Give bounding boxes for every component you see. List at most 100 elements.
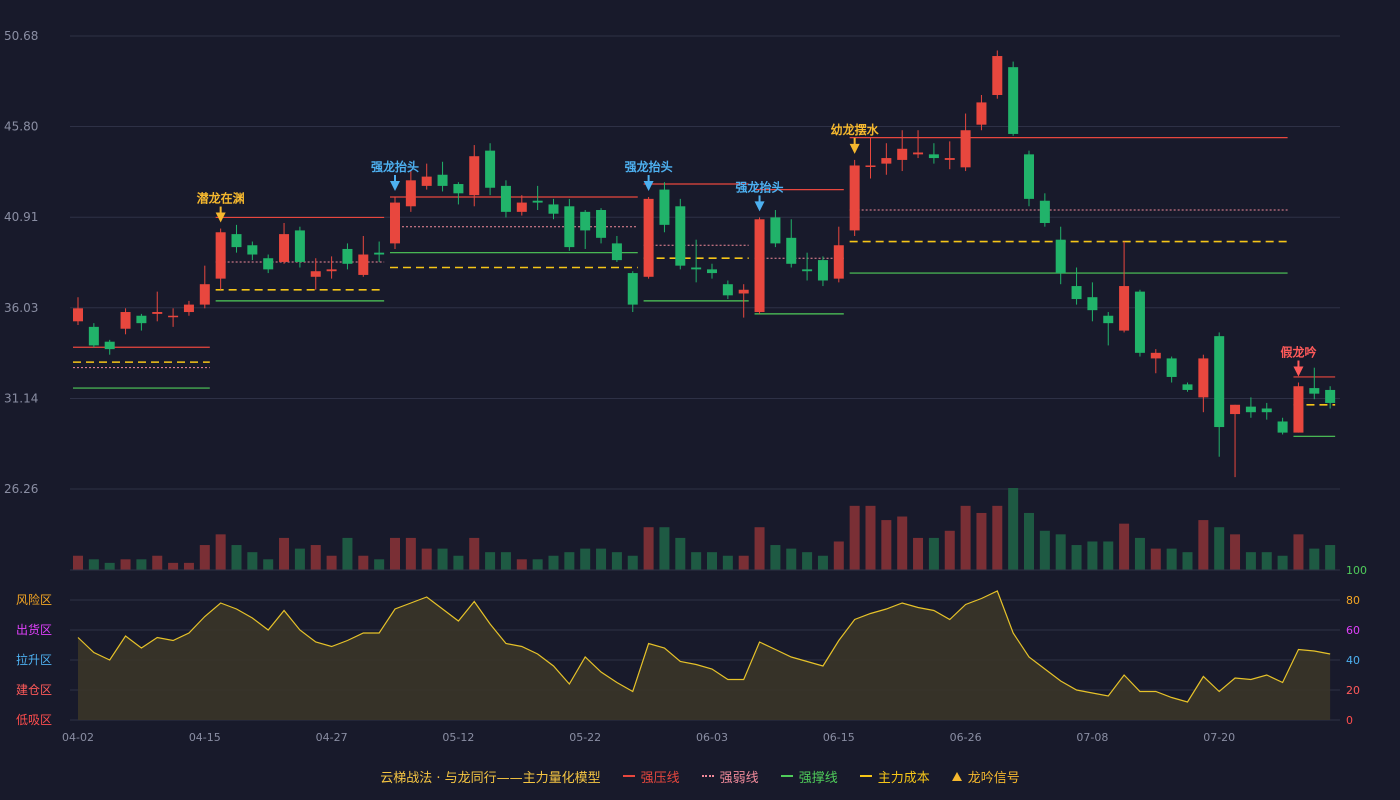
candle-body bbox=[849, 165, 860, 231]
candle-body bbox=[1150, 352, 1161, 359]
x-tick-label: 04-27 bbox=[316, 731, 348, 744]
legend-label-pressure: 强压线 bbox=[640, 770, 680, 786]
chart-legend: 云梯战法 · 与龙同行——主力量化模型 强压线 强弱线 强撑线 主力成本 龙吟信… bbox=[0, 766, 1400, 786]
volume-bar bbox=[1166, 548, 1177, 570]
volume-bar bbox=[516, 559, 527, 570]
x-tick-label: 06-03 bbox=[696, 731, 728, 744]
candle-body bbox=[976, 102, 987, 125]
x-tick-label: 06-26 bbox=[950, 731, 982, 744]
osc-zone-label: 建仓区 bbox=[16, 683, 52, 697]
volume-bar bbox=[675, 537, 686, 570]
volume-bar bbox=[136, 559, 147, 570]
price-tick-label: 40.91 bbox=[4, 210, 38, 224]
signal-arrow-icon bbox=[215, 212, 226, 223]
candle-body bbox=[1230, 404, 1241, 415]
volume-bar bbox=[1198, 520, 1209, 570]
candle-body bbox=[1134, 291, 1145, 353]
volume-bar bbox=[992, 505, 1003, 570]
price-tick-label: 36.03 bbox=[4, 301, 38, 315]
osc-tick-label: 100 bbox=[1346, 564, 1367, 577]
volume-bar bbox=[231, 545, 242, 570]
x-tick-label: 05-12 bbox=[442, 731, 474, 744]
volume-bar bbox=[215, 534, 226, 570]
candle-body bbox=[817, 260, 828, 281]
volume-bar bbox=[865, 505, 876, 570]
volume-bar bbox=[722, 555, 733, 570]
volume-bar bbox=[548, 555, 559, 570]
candle-body bbox=[992, 56, 1003, 95]
volume-bar bbox=[1008, 488, 1019, 570]
volume-bar bbox=[1055, 534, 1066, 570]
osc-tick-label: 60 bbox=[1346, 624, 1360, 637]
candle-body bbox=[374, 252, 385, 255]
volume-bar bbox=[1150, 548, 1161, 570]
candle-body bbox=[183, 304, 194, 313]
volume-bar bbox=[976, 512, 987, 570]
candle-body bbox=[469, 156, 480, 196]
volume-bar bbox=[833, 541, 844, 570]
x-tick-label: 05-22 bbox=[569, 731, 601, 744]
legend-title-text: 云梯战法 · 与龙同行——主力量化模型 bbox=[380, 770, 601, 786]
candle-body bbox=[738, 289, 749, 294]
candle-body bbox=[770, 217, 781, 244]
line-solid-icon bbox=[780, 775, 793, 777]
candle-body bbox=[421, 176, 432, 186]
legend-item-support[interactable]: 强撑线 bbox=[780, 767, 838, 786]
candle-body bbox=[786, 237, 797, 264]
candle-body bbox=[944, 158, 955, 160]
candle-body bbox=[136, 315, 147, 324]
x-tick-label: 06-15 bbox=[823, 731, 855, 744]
volume-bar bbox=[199, 545, 210, 570]
signal-arrow-icon bbox=[1293, 366, 1304, 377]
volume-bar bbox=[596, 548, 607, 570]
candle-body bbox=[865, 165, 876, 167]
osc-tick-label: 20 bbox=[1346, 684, 1360, 697]
volume-bar bbox=[1230, 534, 1241, 570]
candle-body bbox=[1198, 358, 1209, 398]
candle-body bbox=[1008, 67, 1019, 134]
candle-body bbox=[659, 189, 670, 225]
line-dashed-icon bbox=[859, 775, 872, 777]
volume-bar bbox=[1024, 512, 1034, 570]
candle-body bbox=[548, 204, 559, 214]
candle-body bbox=[73, 308, 83, 322]
candle-body bbox=[1325, 389, 1336, 403]
candle-body bbox=[580, 211, 591, 231]
volume-bar bbox=[358, 555, 369, 570]
volume-bar bbox=[580, 548, 591, 570]
legend-item-signal[interactable]: 龙吟信号 bbox=[951, 767, 1020, 786]
volume-bar bbox=[73, 555, 83, 570]
volume-bar bbox=[1087, 541, 1098, 570]
osc-tick-label: 0 bbox=[1346, 714, 1353, 727]
legend-item-weak[interactable]: 强弱线 bbox=[701, 767, 759, 786]
candle-body bbox=[437, 174, 448, 186]
candle-body bbox=[390, 202, 400, 244]
candle-body bbox=[1103, 315, 1114, 324]
candle-body bbox=[104, 341, 115, 350]
volume-bar bbox=[421, 548, 432, 570]
signal-label: 潜龙在渊 bbox=[197, 191, 245, 206]
legend-item-pressure[interactable]: 强压线 bbox=[622, 767, 680, 786]
candle-body bbox=[1071, 286, 1082, 300]
candle-body bbox=[199, 284, 210, 305]
candle-body bbox=[1309, 388, 1320, 394]
legend-item-cost[interactable]: 主力成本 bbox=[859, 767, 930, 786]
volume-bar bbox=[247, 552, 258, 570]
osc-line bbox=[77, 590, 1331, 703]
volume-bar bbox=[1293, 534, 1304, 570]
candle-body bbox=[1166, 358, 1177, 377]
volume-bar bbox=[168, 562, 179, 570]
candle-body bbox=[485, 150, 496, 188]
candle-body bbox=[263, 258, 274, 270]
signal-label: 幼龙摆水 bbox=[831, 122, 880, 137]
price-tick-label: 31.14 bbox=[4, 391, 38, 405]
legend-label-weak: 强弱线 bbox=[719, 770, 759, 786]
volume-bar bbox=[374, 559, 385, 570]
candle-body bbox=[1055, 239, 1066, 274]
candle-body bbox=[1039, 200, 1050, 223]
volume-bar bbox=[1103, 541, 1114, 570]
volume-bar bbox=[405, 537, 416, 570]
line-solid-icon bbox=[622, 775, 635, 777]
legend-title: 云梯战法 · 与龙同行——主力量化模型 bbox=[380, 767, 600, 786]
volume-bar bbox=[453, 555, 464, 570]
